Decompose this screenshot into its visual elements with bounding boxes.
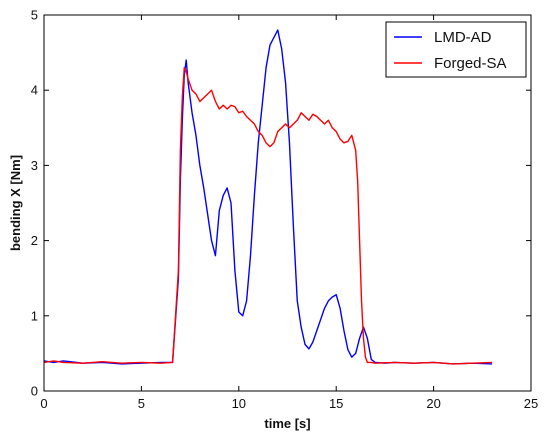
x-tick-label: 5 [138, 396, 145, 411]
series-layer [43, 29, 493, 365]
y-tick-label: 0 [31, 384, 38, 399]
y-tick-label: 1 [31, 308, 38, 323]
legend-label-forged-sa: Forged-SA [434, 55, 507, 72]
legend-label-lmd-ad: LMD-AD [434, 29, 492, 46]
series-line-lmd-ad [43, 29, 493, 365]
x-tick-label: 25 [524, 396, 538, 411]
legend: LMD-AD Forged-SA [385, 21, 527, 78]
x-tick-label: 15 [329, 396, 343, 411]
y-tick-label: 5 [31, 8, 38, 23]
y-tick-label: 2 [31, 233, 38, 248]
x-tick-label: 10 [232, 396, 246, 411]
ticks-layer: 0 5 10 15 20 25 0 1 2 3 4 5 [31, 8, 538, 412]
series-line-forged-sa [43, 66, 493, 365]
x-tick-label: 20 [426, 396, 440, 411]
y-axis-label: bending X [Nm] [8, 155, 23, 251]
y-tick-label: 4 [31, 83, 38, 98]
y-tick-label: 3 [31, 158, 38, 173]
x-axis-label: time [s] [264, 416, 310, 431]
legend-box [385, 21, 527, 78]
plot-frame [43, 14, 532, 392]
x-tick-label: 0 [40, 396, 47, 411]
